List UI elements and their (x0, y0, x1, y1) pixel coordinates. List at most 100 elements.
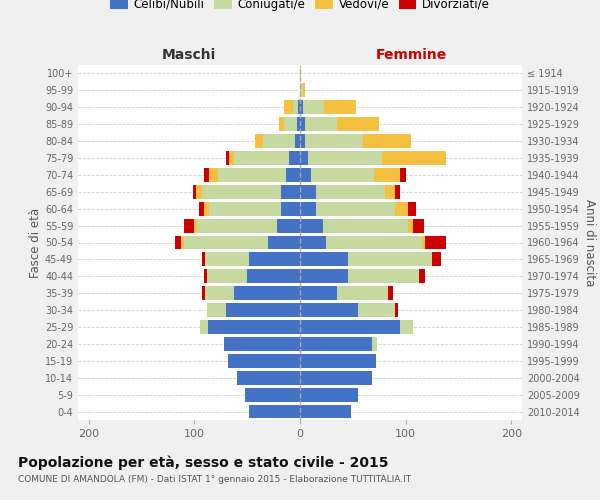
Bar (202, 286, 205, 300)
Bar (303, 84, 305, 98)
Bar (226, 151, 229, 165)
Bar (196, 185, 202, 198)
Bar (325, 100, 356, 114)
Bar (300, 66, 301, 80)
Bar (408, 218, 413, 232)
Bar (305, 117, 337, 131)
Bar (289, 151, 300, 165)
Bar (300, 337, 372, 351)
Bar (194, 218, 197, 232)
Bar (300, 252, 347, 266)
Bar (388, 286, 393, 300)
Bar (281, 185, 300, 198)
Bar (228, 354, 300, 368)
Bar (293, 100, 298, 114)
Bar (300, 100, 303, 114)
Bar (400, 320, 413, 334)
Bar (268, 236, 300, 250)
Text: COMUNE DI AMANDOLA (FM) - Dati ISTAT 1° gennaio 2015 - Elaborazione TUTTITALIA.I: COMUNE DI AMANDOLA (FM) - Dati ISTAT 1° … (18, 475, 411, 484)
Bar (224, 337, 300, 351)
Bar (300, 303, 358, 317)
Bar (305, 134, 364, 148)
Bar (300, 236, 326, 250)
Bar (419, 270, 425, 283)
Bar (205, 252, 249, 266)
Bar (308, 151, 382, 165)
Bar (347, 252, 432, 266)
Bar (364, 134, 411, 148)
Bar (181, 236, 184, 250)
Bar (207, 303, 226, 317)
Bar (300, 354, 376, 368)
Bar (200, 320, 208, 334)
Bar (337, 286, 388, 300)
Bar (425, 236, 446, 250)
Y-axis label: Fasce di età: Fasce di età (29, 208, 42, 278)
Bar (204, 270, 207, 283)
Bar (400, 168, 406, 182)
Bar (300, 84, 303, 98)
Bar (395, 185, 400, 198)
Bar (245, 388, 300, 402)
Bar (202, 185, 281, 198)
Bar (358, 303, 395, 317)
Bar (300, 218, 323, 232)
Bar (207, 270, 247, 283)
Bar (254, 134, 263, 148)
Bar (395, 202, 408, 215)
Bar (205, 286, 235, 300)
Bar (236, 371, 300, 384)
Bar (209, 168, 218, 182)
Bar (300, 404, 351, 418)
Bar (300, 151, 308, 165)
Bar (300, 134, 305, 148)
Bar (204, 202, 209, 215)
Bar (395, 303, 398, 317)
Bar (300, 168, 311, 182)
Bar (300, 286, 337, 300)
Bar (316, 185, 385, 198)
Bar (202, 252, 205, 266)
Bar (281, 202, 300, 215)
Bar (422, 236, 425, 250)
Bar (226, 303, 300, 317)
Bar (197, 218, 277, 232)
Bar (204, 168, 209, 182)
Bar (316, 202, 395, 215)
Y-axis label: Anni di nascita: Anni di nascita (583, 199, 596, 286)
Bar (300, 320, 400, 334)
Bar (249, 404, 300, 418)
Bar (175, 236, 181, 250)
Bar (218, 168, 286, 182)
Bar (263, 134, 295, 148)
Bar (432, 252, 440, 266)
Bar (413, 218, 424, 232)
Bar (303, 100, 325, 114)
Bar (372, 337, 377, 351)
Bar (286, 168, 300, 182)
Bar (235, 286, 300, 300)
Bar (295, 134, 300, 148)
Bar (193, 185, 196, 198)
Bar (247, 270, 300, 283)
Bar (347, 270, 419, 283)
Bar (249, 252, 300, 266)
Bar (323, 218, 408, 232)
Bar (184, 236, 268, 250)
Bar (300, 185, 316, 198)
Bar (284, 100, 293, 114)
Bar (300, 270, 347, 283)
Bar (300, 202, 316, 215)
Text: Femmine: Femmine (376, 48, 446, 62)
Bar (284, 117, 297, 131)
Text: Popolazione per età, sesso e stato civile - 2015: Popolazione per età, sesso e stato civil… (18, 455, 389, 469)
Bar (209, 202, 281, 215)
Bar (408, 202, 416, 215)
Bar (311, 168, 374, 182)
Bar (326, 236, 422, 250)
Bar (300, 371, 372, 384)
Bar (374, 168, 400, 182)
Bar (300, 388, 358, 402)
Bar (229, 151, 235, 165)
Bar (298, 100, 300, 114)
